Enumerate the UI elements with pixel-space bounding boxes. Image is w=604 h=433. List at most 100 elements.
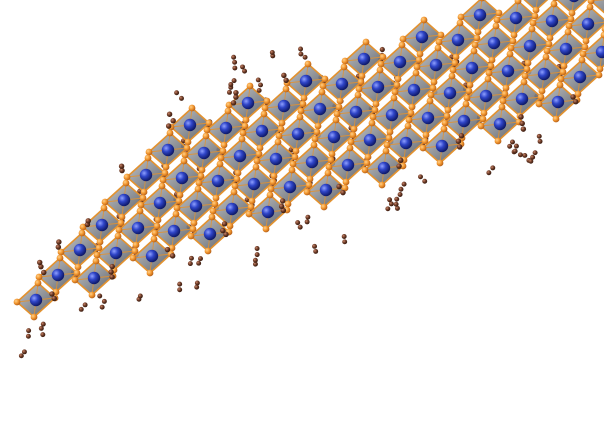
octahedron [413, 44, 459, 86]
organic-cation [418, 174, 428, 184]
organic-atom [26, 328, 32, 334]
halide-atom [341, 57, 349, 65]
halide-atom [234, 169, 242, 177]
organic-atom [101, 298, 107, 304]
octahedron [529, 0, 575, 42]
organic-cation [304, 214, 311, 225]
organic-cation [278, 198, 287, 214]
halide-atom [596, 65, 604, 73]
organic-cation [38, 321, 46, 338]
halide-atom [208, 213, 216, 221]
octahedron [463, 75, 509, 117]
halide-atom [538, 87, 546, 95]
organic-atom [170, 117, 176, 124]
octahedron [355, 66, 401, 108]
halide-atom [545, 40, 553, 48]
octahedron [167, 104, 213, 146]
organic-cation [165, 111, 176, 129]
organic-atom [507, 143, 513, 149]
halide-atom [328, 150, 336, 158]
organic-cation [528, 150, 538, 164]
halide-atom [194, 185, 202, 193]
metal-atom [349, 105, 363, 119]
organic-atom [312, 243, 318, 249]
organic-atom [278, 203, 285, 210]
halide-atom [73, 269, 81, 277]
halide-atom [314, 122, 322, 130]
organic-atom [179, 95, 184, 101]
halide-atom [480, 109, 488, 117]
organic-atom [258, 82, 263, 88]
halide-atom [560, 62, 568, 70]
octahedron [151, 210, 197, 252]
metal-atom [393, 55, 407, 69]
organic-atom [99, 304, 105, 310]
halide-atom [520, 78, 528, 86]
metal-atom [385, 108, 399, 122]
organic-atom [298, 46, 304, 52]
halide-atom [557, 75, 565, 83]
halide-atom [559, 68, 567, 76]
organic-atom [513, 143, 519, 149]
halide-atom [420, 16, 428, 24]
organic-atom [341, 234, 347, 239]
metal-atom [313, 102, 327, 116]
halide-atom [129, 254, 137, 262]
halide-atom [437, 31, 445, 39]
organic-atom [56, 239, 62, 245]
halide-atom [581, 43, 589, 51]
organic-atom [97, 293, 103, 299]
organic-atom [398, 157, 404, 164]
halide-atom [161, 169, 169, 177]
halide-atom [175, 197, 183, 205]
organic-cation [518, 114, 527, 132]
organic-atom [418, 174, 423, 180]
octahedron [601, 25, 604, 33]
octahedron [565, 3, 604, 45]
halide-atom [546, 34, 554, 42]
halide-atom [241, 122, 249, 130]
octahedron [587, 0, 604, 14]
halide-atom [278, 119, 286, 127]
halide-atom [205, 119, 213, 127]
organic-atom [119, 167, 125, 174]
organic-atom [313, 248, 319, 254]
organic-atom [198, 256, 203, 262]
organic-atom [455, 138, 462, 144]
halide-atom [378, 181, 386, 189]
halide-atom [198, 166, 206, 174]
halide-atom [153, 222, 161, 230]
organic-cation [570, 94, 579, 105]
octahedron [217, 135, 263, 177]
halide-atom [151, 229, 159, 237]
halide-atom [95, 244, 103, 252]
halide-atom [238, 135, 246, 143]
octahedron [303, 169, 349, 211]
halide-atom [493, 16, 501, 24]
halide-atom [419, 144, 427, 152]
halide-atom [473, 34, 481, 42]
halide-atom [363, 159, 371, 167]
halide-atom [399, 35, 407, 43]
halide-atom [122, 179, 130, 187]
octahedron [187, 213, 233, 255]
halide-atom [34, 279, 42, 287]
organic-atom [188, 255, 194, 261]
organic-cation [336, 183, 346, 196]
organic-atom [82, 302, 88, 308]
halide-atom [261, 104, 269, 112]
organic-atom [40, 332, 46, 338]
halide-atom [386, 128, 394, 136]
halide-atom [448, 72, 456, 80]
organic-cation [228, 78, 237, 87]
halide-atom [587, 0, 595, 5]
halide-atom [466, 81, 474, 89]
metal-atom [73, 243, 87, 257]
organic-atom [187, 261, 193, 267]
octahedron [552, 0, 588, 17]
metal-atom [363, 133, 377, 147]
halide-atom [184, 138, 192, 146]
octahedron [289, 141, 335, 183]
metal-atom [341, 158, 355, 172]
